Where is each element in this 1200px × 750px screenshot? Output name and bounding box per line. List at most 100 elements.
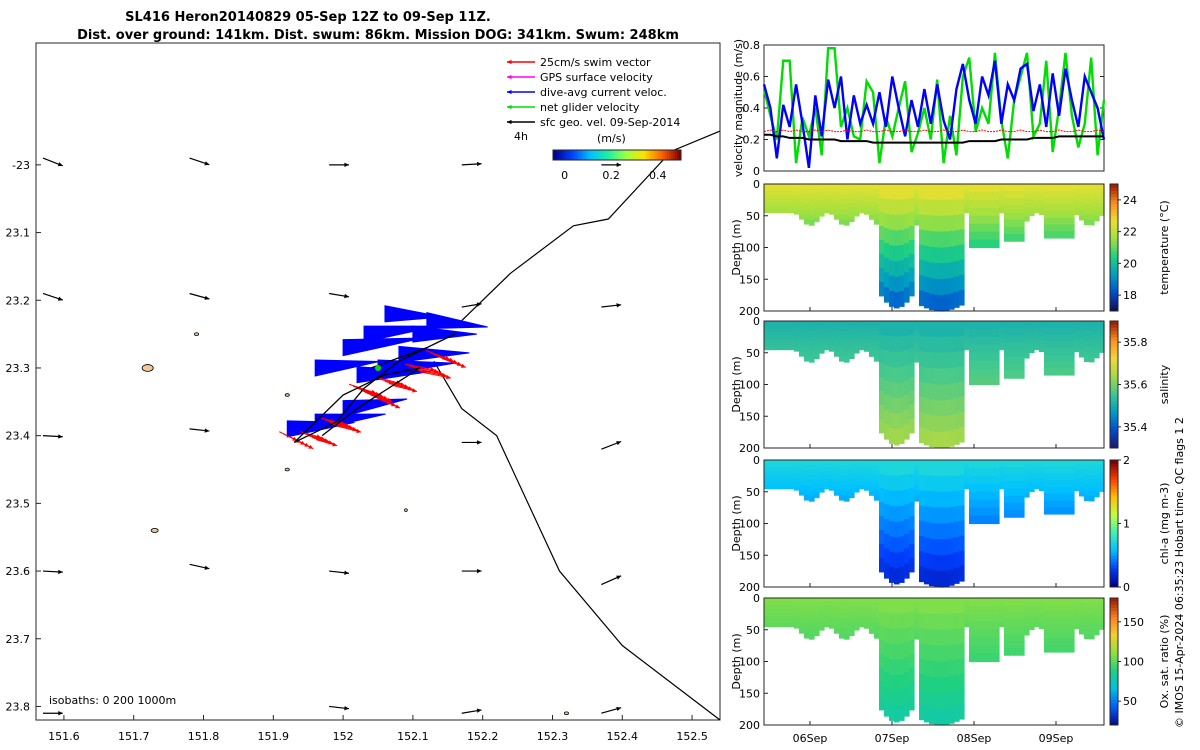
section-cell (824, 205, 830, 210)
section-cell (794, 613, 800, 618)
legend-label: net glider velocity (540, 101, 640, 114)
section-cell (809, 199, 815, 206)
section-cell (1094, 607, 1100, 613)
section-cell (829, 601, 835, 607)
current-vector (314, 359, 380, 377)
section-cell (864, 613, 870, 618)
section-cell (1069, 368, 1075, 376)
section-colorbar-cell (1110, 269, 1118, 274)
section-cell (1009, 184, 1015, 192)
section-cell (1074, 321, 1080, 326)
section-cell (1014, 205, 1020, 214)
section-cell (1094, 492, 1100, 498)
section-cell (889, 291, 895, 307)
section-cell (964, 615, 970, 621)
section-cell (844, 321, 850, 327)
section-colorbar-cell (1110, 629, 1118, 634)
colorbar-cell (591, 150, 594, 160)
section-cell (1084, 356, 1090, 363)
section-cell (874, 495, 880, 501)
section-cell (999, 612, 1005, 617)
section-cell (839, 346, 845, 352)
section-cell (1099, 483, 1105, 488)
island (284, 393, 290, 397)
section-cell (839, 351, 845, 357)
section-cell (899, 382, 905, 399)
section-cell (984, 645, 990, 655)
section-cell (1074, 203, 1080, 208)
section-cell (1029, 187, 1035, 193)
section-cell (1014, 626, 1020, 635)
section-cell (789, 198, 795, 203)
section-ytick-label: 0 (753, 592, 760, 605)
section-cell (779, 615, 785, 621)
section-cell (839, 618, 845, 624)
section-ytick-label: 150 (739, 273, 760, 286)
section-cell (839, 331, 845, 337)
section-cell (849, 325, 855, 331)
section-cell (909, 667, 915, 683)
section-cell (849, 626, 855, 632)
section-colorbar-cell (1110, 626, 1118, 631)
section-cell (764, 335, 770, 340)
section-cell (979, 321, 985, 330)
section-cell (834, 188, 840, 194)
section-cell (789, 623, 795, 628)
section-cell (864, 463, 870, 469)
section-cell (934, 199, 940, 217)
section-cell (769, 331, 775, 336)
section-cell (894, 613, 900, 630)
section-cell (804, 484, 810, 491)
section-cell (1024, 602, 1030, 608)
section-colorbar-cell (1110, 501, 1118, 505)
section-cell (909, 611, 915, 627)
section-cell (1044, 645, 1050, 653)
section-cell (1069, 611, 1075, 619)
section-cell (1049, 611, 1055, 619)
section-cell (959, 658, 965, 675)
section-cell (779, 470, 785, 475)
section-cell (1009, 191, 1015, 199)
section-cell (1004, 321, 1010, 329)
section-cell (859, 205, 865, 210)
section-cell (874, 465, 880, 471)
section-cell (889, 275, 895, 292)
section-cell (1024, 339, 1030, 345)
section-cell (849, 202, 855, 209)
section-cell (774, 198, 780, 203)
section-colorbar-cell (1110, 257, 1118, 261)
section-cell (1039, 191, 1045, 197)
section-cell (1034, 615, 1040, 621)
section-cell (909, 390, 915, 406)
section-cell (974, 184, 980, 193)
section-cell (919, 229, 925, 246)
section-cell (844, 356, 850, 363)
section-cell (1014, 212, 1020, 221)
section-cell (1094, 339, 1100, 345)
section-cell (1019, 328, 1025, 336)
section-cell (869, 188, 875, 194)
section-cell (1094, 325, 1100, 331)
geo-vector-head (58, 434, 63, 439)
section-cell (1034, 205, 1040, 210)
section-cell (889, 199, 895, 216)
section-cell (844, 204, 850, 211)
section-cell (984, 368, 990, 378)
section-cell (979, 507, 985, 517)
section-cell (794, 332, 800, 337)
section-colorbar-cell (1110, 623, 1118, 628)
section-cell (1099, 348, 1105, 353)
section-cell (849, 464, 855, 470)
section-cell (1074, 609, 1080, 614)
section-cell (1094, 464, 1100, 470)
section-cell (924, 429, 930, 446)
section-colorbar-cell (1110, 485, 1118, 490)
section-cell (899, 321, 905, 337)
section-cell (839, 460, 845, 466)
section-cell (894, 460, 900, 477)
section-cell (814, 202, 820, 209)
section-cell (939, 215, 945, 233)
section-cell (904, 474, 910, 491)
section-cell (969, 223, 975, 233)
section-cell (989, 460, 995, 469)
